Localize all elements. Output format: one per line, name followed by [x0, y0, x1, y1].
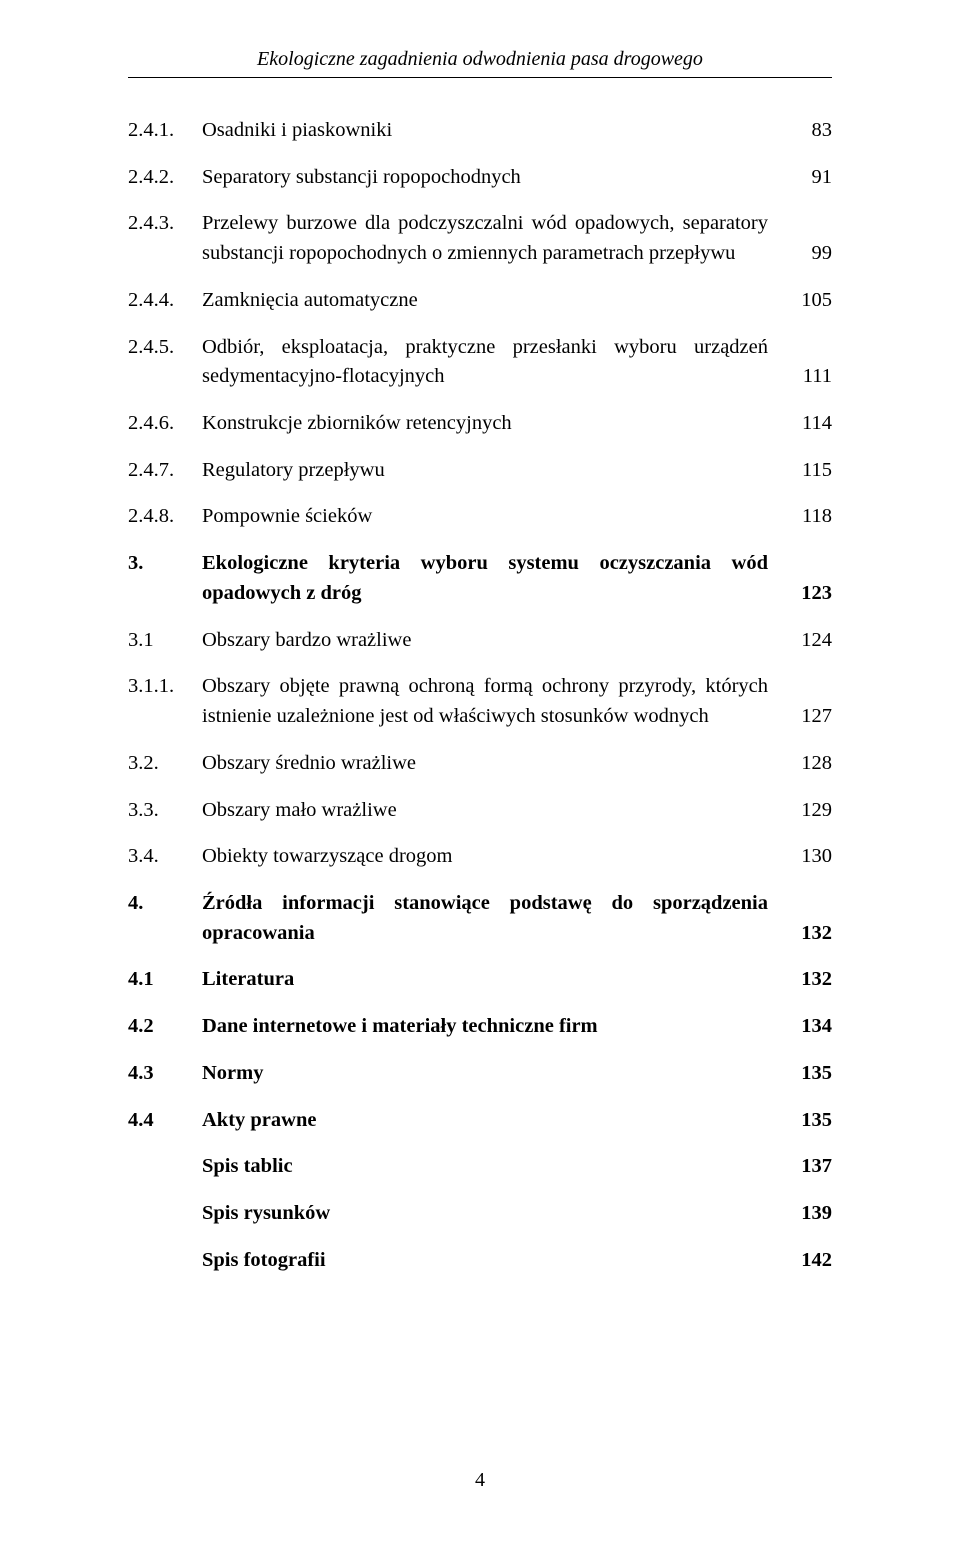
- toc-title: Ekologiczne kryteria wyboru systemu oczy…: [202, 549, 786, 608]
- toc-page: 134: [786, 1012, 832, 1042]
- toc-title: Odbiór, eksploatacja, praktyczne przesła…: [202, 333, 786, 392]
- toc-page: 115: [786, 456, 832, 486]
- toc-row: 4.Źródła informacji stanowiące podstawę …: [128, 889, 832, 948]
- toc-row: 3.3.Obszary mało wrażliwe129: [128, 796, 832, 826]
- toc-title: Obszary bardzo wrażliwe: [202, 626, 786, 656]
- toc-row: 2.4.4.Zamknięcia automatyczne105: [128, 286, 832, 316]
- toc-title: Obiekty towarzyszące drogom: [202, 842, 786, 872]
- toc-page: 135: [786, 1106, 832, 1136]
- toc-number: 2.4.1.: [128, 116, 202, 146]
- toc-page: 83: [786, 116, 832, 146]
- toc-number: 2.4.7.: [128, 456, 202, 486]
- toc-row: 3.1Obszary bardzo wrażliwe124: [128, 626, 832, 656]
- toc-number: 3.: [128, 549, 202, 579]
- toc-number: 4.: [128, 889, 202, 919]
- toc-page: 124: [786, 626, 832, 656]
- toc-title: Separatory substancji ropopochodnych: [202, 163, 786, 193]
- toc-number: 3.1.1.: [128, 672, 202, 702]
- toc-title: Osadniki i piaskowniki: [202, 116, 786, 146]
- toc-page: 139: [786, 1199, 832, 1229]
- toc-title: Spis rysunków: [202, 1199, 786, 1229]
- toc-title: Akty prawne: [202, 1106, 786, 1136]
- toc-row: 2.4.7.Regulatory przepływu115: [128, 456, 832, 486]
- toc-title: Pompownie ścieków: [202, 502, 786, 532]
- toc-title: Źródła informacji stanowiące podstawę do…: [202, 889, 786, 948]
- toc-page: 99: [786, 239, 832, 269]
- toc-page: 129: [786, 796, 832, 826]
- toc-page: 91: [786, 163, 832, 193]
- toc-page: 132: [786, 919, 832, 949]
- toc-number: 4.1: [128, 965, 202, 995]
- toc-title: Regulatory przepływu: [202, 456, 786, 486]
- page-header: Ekologiczne zagadnienia odwodnienia pasa…: [128, 48, 832, 78]
- toc-page: 105: [786, 286, 832, 316]
- toc-row: 3.1.1.Obszary objęte prawną ochroną form…: [128, 672, 832, 731]
- toc-page: 130: [786, 842, 832, 872]
- toc-number: 4.4: [128, 1106, 202, 1136]
- toc-number: 4.2: [128, 1012, 202, 1042]
- toc-title: Konstrukcje zbiorników retencyjnych: [202, 409, 786, 439]
- toc-title: Przelewy burzowe dla podczyszczalni wód …: [202, 209, 786, 268]
- toc-row: 2.4.6.Konstrukcje zbiorników retencyjnyc…: [128, 409, 832, 439]
- toc-title: Normy: [202, 1059, 786, 1089]
- toc-row: 2.4.2.Separatory substancji ropopochodny…: [128, 163, 832, 193]
- toc-row: 3.Ekologiczne kryteria wyboru systemu oc…: [128, 549, 832, 608]
- toc-row: 3.4.Obiekty towarzyszące drogom130: [128, 842, 832, 872]
- toc-page: 114: [786, 409, 832, 439]
- toc-row: 4.1Literatura132: [128, 965, 832, 995]
- toc-row: 2.4.1.Osadniki i piaskowniki83: [128, 116, 832, 146]
- toc-number: 2.4.4.: [128, 286, 202, 316]
- toc-page: 118: [786, 502, 832, 532]
- toc-page: 123: [786, 579, 832, 609]
- toc-title: Spis fotografii: [202, 1246, 786, 1276]
- toc-number: 3.3.: [128, 796, 202, 826]
- toc-page: 111: [786, 362, 832, 392]
- toc-title: Literatura: [202, 965, 786, 995]
- toc-page: 132: [786, 965, 832, 995]
- toc-number: 2.4.3.: [128, 209, 202, 239]
- page-number: 4: [0, 1469, 960, 1492]
- toc-title: Spis tablic: [202, 1152, 786, 1182]
- toc-title: Dane internetowe i materiały techniczne …: [202, 1012, 786, 1042]
- toc-row: Spis fotografii142: [128, 1246, 832, 1276]
- toc-row: 2.4.5.Odbiór, eksploatacja, praktyczne p…: [128, 333, 832, 392]
- toc-page: 142: [786, 1246, 832, 1276]
- toc-number: 3.1: [128, 626, 202, 656]
- toc-row: Spis rysunków139: [128, 1199, 832, 1229]
- toc-row: 2.4.8.Pompownie ścieków118: [128, 502, 832, 532]
- toc-title: Obszary objęte prawną ochroną formą ochr…: [202, 672, 786, 731]
- toc-number: 2.4.5.: [128, 333, 202, 363]
- toc-row: 4.3Normy135: [128, 1059, 832, 1089]
- toc-row: 4.4Akty prawne135: [128, 1106, 832, 1136]
- toc-row: Spis tablic137: [128, 1152, 832, 1182]
- toc-number: 3.2.: [128, 749, 202, 779]
- toc-title: Obszary średnio wrażliwe: [202, 749, 786, 779]
- toc-number: 2.4.2.: [128, 163, 202, 193]
- toc-number: 2.4.6.: [128, 409, 202, 439]
- toc-number: 4.3: [128, 1059, 202, 1089]
- toc-page: 127: [786, 702, 832, 732]
- toc-row: 4.2Dane internetowe i materiały technicz…: [128, 1012, 832, 1042]
- toc-page: 135: [786, 1059, 832, 1089]
- toc-title: Zamknięcia automatyczne: [202, 286, 786, 316]
- toc-row: 3.2.Obszary średnio wrażliwe128: [128, 749, 832, 779]
- toc-page: 128: [786, 749, 832, 779]
- toc-number: 2.4.8.: [128, 502, 202, 532]
- table-of-contents: 2.4.1.Osadniki i piaskowniki83 2.4.2.Sepa…: [128, 116, 832, 1275]
- toc-page: 137: [786, 1152, 832, 1182]
- toc-row: 2.4.3.Przelewy burzowe dla podczyszczaln…: [128, 209, 832, 268]
- toc-title: Obszary mało wrażliwe: [202, 796, 786, 826]
- toc-number: 3.4.: [128, 842, 202, 872]
